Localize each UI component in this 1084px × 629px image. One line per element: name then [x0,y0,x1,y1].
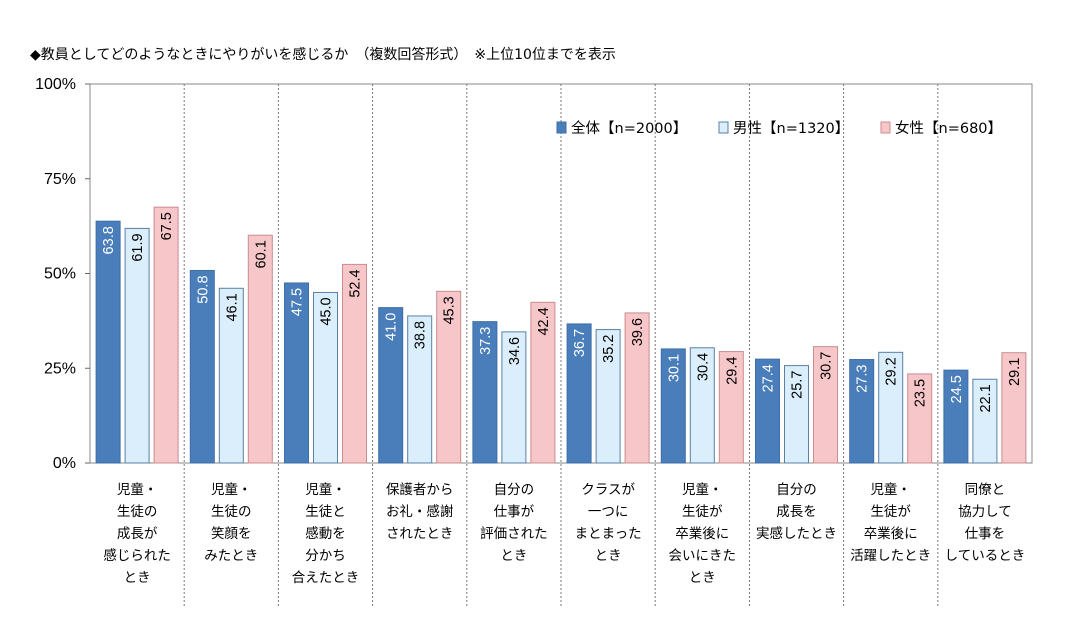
bar-value-label: 61.9 [130,233,146,261]
bar-value-label: 36.7 [572,329,588,357]
bar-value-label: 35.2 [601,335,617,363]
bar [530,301,556,464]
bar-value-label: 46.1 [224,293,240,321]
bar-value-label: 30.7 [819,352,835,380]
bar-value-label: 29.4 [724,357,740,385]
y-tick-label: 25% [44,360,76,377]
category-label: 児童・生徒の成長が感じられたとき [103,481,171,586]
legend-label: 男性【n=1320】 [733,120,849,137]
category-labels: 児童・生徒の成長が感じられたとき児童・生徒の笑顔をみたとき児童・生徒と感動を分か… [103,481,1025,586]
legend-swatch [718,121,729,134]
bar [849,359,875,464]
bar-value-label: 27.3 [855,365,871,393]
bar [284,282,309,464]
category-label: 児童・生徒の笑顔をみたとき [204,481,258,564]
bar [595,329,621,464]
bar [1001,352,1027,464]
legend-swatch [556,121,567,134]
bars [95,206,1027,464]
bar [501,331,527,464]
bar [784,365,809,464]
bar-value-label: 25.7 [790,371,806,399]
legend-swatch [880,121,891,134]
y-axis-ticks: 0% 25% 50% 75% 100% [35,76,90,472]
bar [972,378,998,464]
bar-value-label: 38.8 [413,321,429,349]
category-label: 自分の仕事が評価されたとき [480,482,548,564]
bar [189,269,215,464]
bar [313,291,338,464]
bar-value-label: 34.6 [507,337,523,365]
bar-value-label: 23.5 [913,379,929,407]
y-tick-label: 0% [53,455,76,472]
bar [878,351,904,464]
y-tick-label: 75% [44,171,76,188]
bar-value-label: 41.0 [384,313,400,341]
bar-value-label: 50.8 [195,275,211,303]
bar [660,348,686,464]
bar [566,323,592,464]
bar [247,234,273,464]
bar-value-label: 30.4 [695,353,711,381]
bar-value-label: 39.6 [630,318,646,346]
bar [378,307,404,464]
bar-value-label: 30.1 [666,354,682,382]
bar [813,346,838,464]
bar-value-label: 37.3 [478,327,494,355]
category-label: クラスが一つにまとまったとき [575,482,642,564]
bar [95,220,121,464]
bar-value-label: 63.8 [101,226,117,254]
chart-title: ◆教員としてどのようなときにやりがいを感じるか （複数回答形式） ※上位10位ま… [30,47,616,63]
legend-label: 女性【n=680】 [895,119,1002,137]
bar [472,321,498,464]
bar [624,312,650,464]
bar-value-label: 45.3 [442,296,458,324]
y-tick-label: 100% [35,76,76,93]
category-label: 自分の成長を実感したとき [756,482,837,542]
bar [943,369,969,464]
value-labels: 63.8 50.8 47.5 41.0 37.3 36.7 30.1 27.4 27.3 24.5… [101,212,1023,412]
bar [755,358,780,464]
bar-value-label: 29.1 [1007,358,1023,386]
bar [124,227,150,464]
bar-value-label: 52.4 [348,269,364,297]
bar [436,290,462,464]
bar-value-label: 60.1 [253,240,269,268]
category-label: 保護者からお礼・感謝されたとき [386,482,454,542]
category-label: 同僚と協力して仕事をしているとき [945,482,1026,564]
category-label: 児童・生徒が卒業後に活躍したとき [850,481,931,564]
bar [689,347,715,464]
bar [342,263,367,464]
category-label: 児童・生徒が卒業後に会いにきたとき [669,481,737,586]
bar [218,287,244,464]
bar [407,315,433,464]
bar [718,351,744,464]
bar-value-label: 24.5 [949,375,965,403]
bar-value-label: 27.4 [761,364,777,392]
bar-value-label: 45.0 [319,297,335,325]
bar [907,373,933,464]
bar-value-label: 42.4 [536,307,552,335]
bar-value-label: 67.5 [159,212,175,240]
legend: 全体【n=2000】 男性【n=1320】 女性【n=680】 [556,119,1002,137]
plot-frame [89,83,1033,606]
bar-value-label: 22.1 [978,384,994,412]
bar-value-label: 47.5 [290,288,306,316]
bar-value-label: 29.2 [884,357,900,385]
y-tick-label: 50% [44,266,76,283]
legend-label: 全体【n=2000】 [571,119,687,137]
bar [153,206,179,464]
category-label: 児童・生徒と感動を分かち合えたとき [292,481,360,586]
